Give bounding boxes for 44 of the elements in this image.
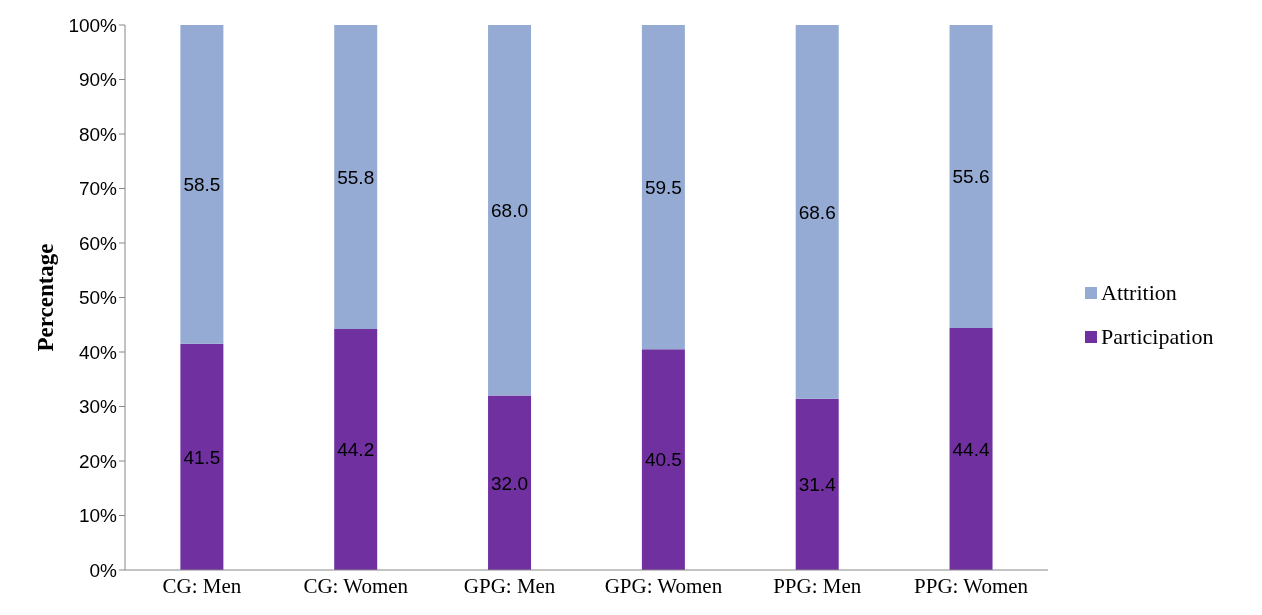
y-tick-label: 90% [78, 69, 118, 91]
x-tick-label: PPG: Women [914, 573, 1029, 598]
data-label: 31.4 [798, 474, 837, 496]
bar [641, 25, 685, 350]
data-label: 41.5 [183, 446, 221, 468]
bar [795, 25, 839, 399]
x-tick-label: PPG: Men [773, 573, 862, 598]
bar [949, 328, 993, 570]
y-tick-label: 40% [78, 341, 118, 363]
y-tick-label: 50% [78, 287, 118, 309]
data-label: 68.6 [798, 201, 836, 223]
data-label: 68.0 [491, 200, 529, 222]
data-label: 44.2 [337, 439, 375, 461]
legend-label: Participation [1101, 324, 1214, 350]
bar [488, 395, 532, 570]
x-tick-label: GPG: Women [604, 573, 723, 598]
data-label: 58.5 [183, 174, 221, 196]
bar [180, 343, 224, 570]
y-axis-title: Percentage [33, 243, 59, 352]
y-tick-label: 80% [78, 123, 118, 145]
x-tick-label: CG: Women [303, 573, 409, 598]
y-tick-label: 100% [68, 14, 118, 36]
y-tick-label: 60% [78, 232, 118, 254]
data-label: 59.5 [644, 176, 682, 198]
data-label: 32.0 [491, 472, 529, 494]
bar [180, 25, 224, 344]
data-label: 40.5 [644, 449, 682, 471]
data-label: 44.4 [952, 438, 990, 460]
y-tick-label: 10% [78, 505, 118, 527]
bar [795, 398, 839, 570]
bar [488, 25, 532, 396]
x-tick-label: GPG: Men [463, 573, 556, 598]
y-tick-label: 70% [78, 178, 118, 200]
data-label: 55.8 [337, 166, 375, 188]
bar [949, 25, 993, 329]
legend-label: Attrition [1101, 280, 1177, 306]
data-label: 55.6 [952, 166, 990, 188]
y-tick-label: 30% [78, 396, 118, 418]
x-tick-label: CG: Men [162, 573, 242, 598]
y-tick-label: 20% [78, 450, 118, 472]
bar [334, 329, 378, 570]
y-tick-label: 0% [89, 559, 118, 581]
bar [334, 25, 378, 330]
bar [641, 349, 685, 570]
